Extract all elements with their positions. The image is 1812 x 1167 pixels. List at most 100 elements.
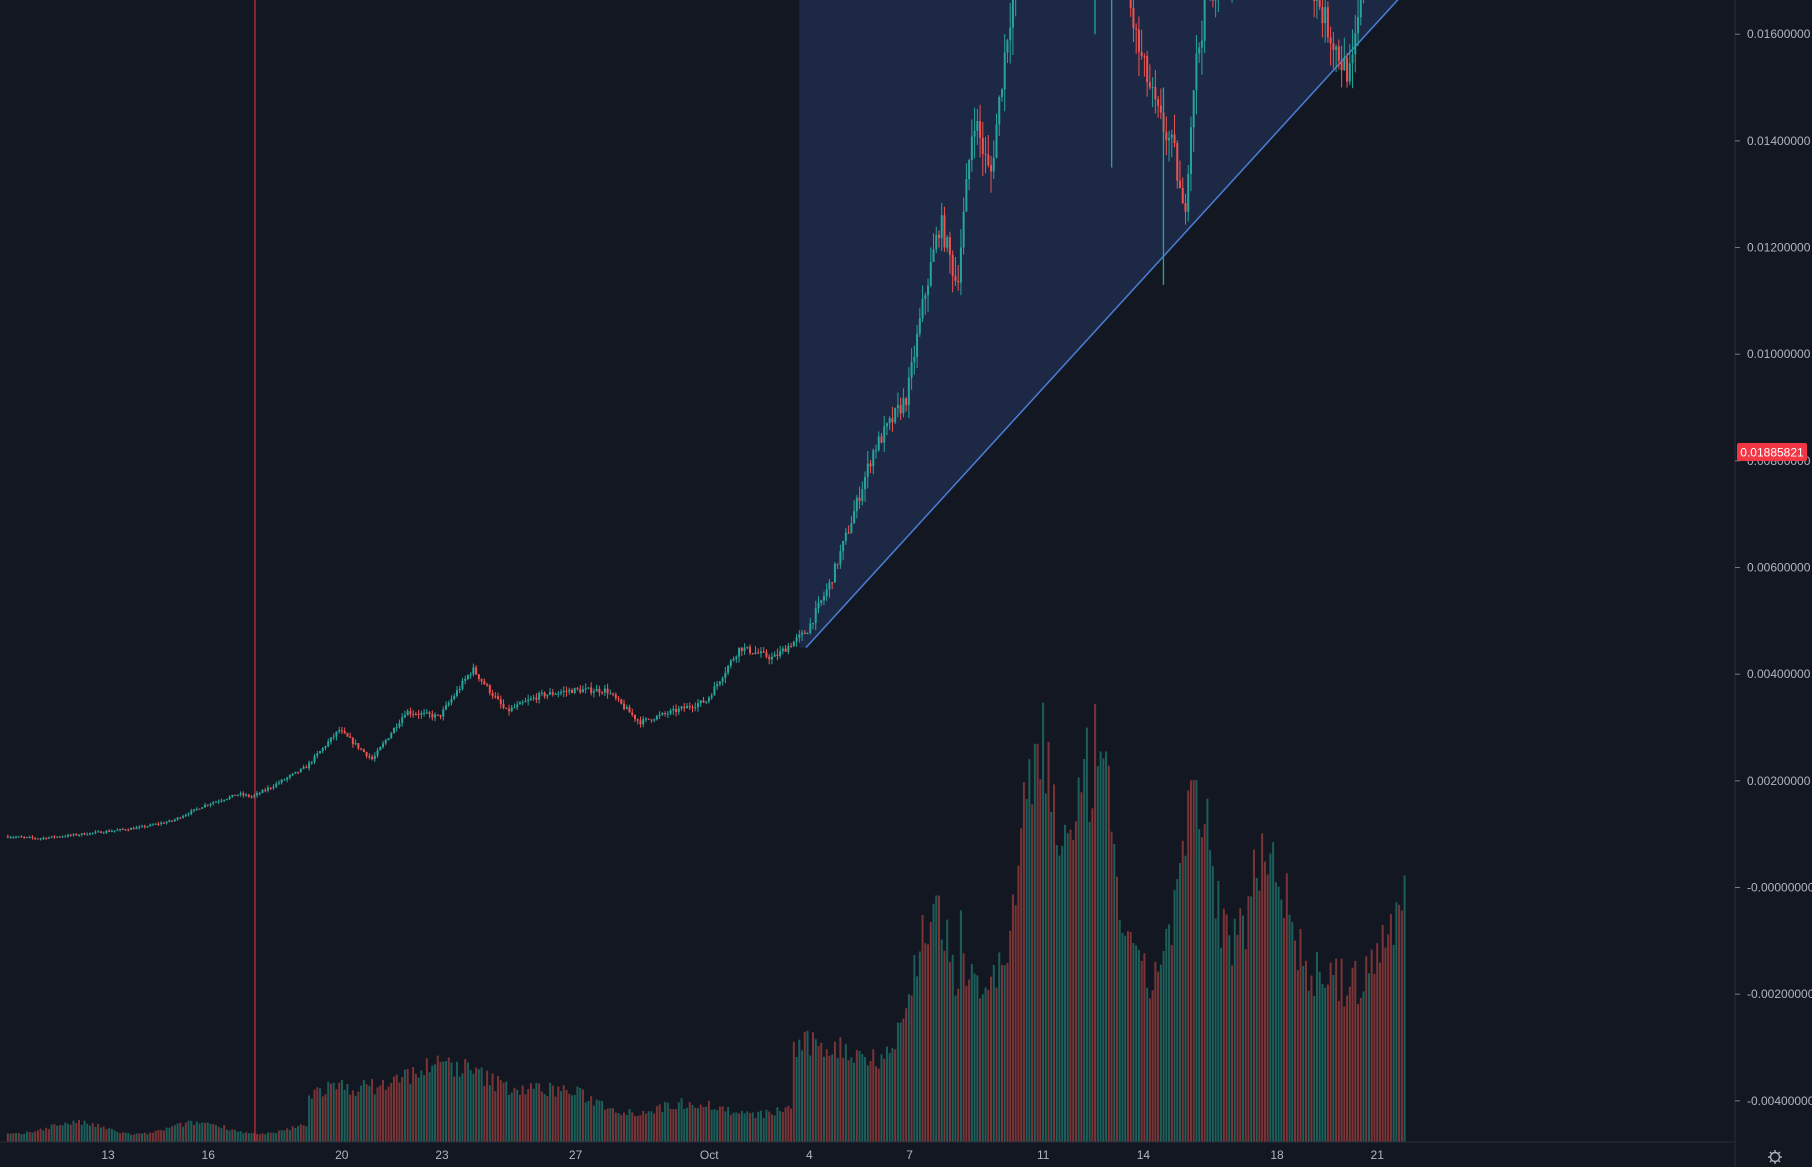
candle-body <box>839 551 842 565</box>
volume-bar <box>250 1133 253 1142</box>
candle-body <box>486 684 489 686</box>
candle-body <box>576 688 579 690</box>
volume-bar <box>1107 765 1110 1142</box>
volume-bar <box>850 1057 853 1142</box>
candle-body <box>450 699 453 703</box>
candle-body <box>387 738 390 741</box>
candle-body <box>193 809 196 811</box>
candle-body <box>258 792 261 794</box>
volume-bar <box>1340 958 1343 1142</box>
candle-body <box>899 405 902 414</box>
candle-body <box>1315 0 1318 2</box>
volume-bar <box>762 1118 765 1142</box>
volume-bar <box>453 1076 456 1142</box>
price-axis-panel[interactable] <box>1735 0 1812 1167</box>
triangle-fill <box>799 0 1398 648</box>
triangle-annotation[interactable] <box>799 0 1544 649</box>
candle-body <box>1165 131 1168 141</box>
support-line[interactable] <box>805 0 1544 649</box>
volume-bar <box>72 1120 75 1142</box>
candle-body <box>382 743 385 748</box>
volume-bar <box>549 1082 552 1142</box>
volume-bar <box>351 1090 354 1142</box>
candle-body <box>1187 174 1190 212</box>
candle-body <box>877 436 880 451</box>
volume-bar <box>833 1041 836 1142</box>
volume-bar <box>340 1079 343 1142</box>
volume-bar <box>844 1044 847 1142</box>
volume-bar <box>234 1129 237 1142</box>
volume-bar <box>505 1081 508 1142</box>
volume-bar <box>1053 784 1056 1142</box>
volume-bar <box>141 1133 144 1142</box>
candle-body <box>727 665 730 673</box>
volume-bar <box>1291 922 1294 1142</box>
candle-body <box>825 589 828 597</box>
candle-body <box>1335 46 1338 50</box>
candle-body <box>256 793 259 796</box>
volume-bar <box>1000 964 1003 1142</box>
volume-bar <box>1261 833 1264 1142</box>
candle-body <box>636 719 639 721</box>
volume-bar <box>56 1125 59 1142</box>
volume-bar <box>570 1095 573 1142</box>
candle-body <box>836 563 839 565</box>
volume-bar <box>1069 829 1072 1142</box>
volume-bar <box>42 1130 45 1142</box>
volume-bar <box>261 1133 264 1142</box>
volume-bar <box>614 1112 617 1142</box>
volume-bar <box>924 943 927 1142</box>
candle-body <box>1337 46 1340 62</box>
volume-bar <box>1083 758 1086 1142</box>
volume-bar <box>206 1122 209 1142</box>
volume-bar <box>970 963 973 1142</box>
candle-body <box>201 807 204 809</box>
candle-body <box>1132 7 1135 29</box>
volume-bar <box>182 1126 185 1142</box>
candle-body <box>762 651 765 653</box>
time-axis: 13 16 20 23 27 Oct 4 7 11 14 18 21 <box>101 1148 1384 1162</box>
volume-bar <box>91 1123 94 1142</box>
volume-bar <box>184 1122 187 1142</box>
volume-bar <box>1140 960 1143 1142</box>
volume-bar <box>1272 842 1275 1142</box>
volume-bar <box>31 1132 34 1142</box>
volume-bar <box>61 1125 64 1142</box>
candle-body <box>524 701 527 703</box>
volume-bar <box>962 953 965 1142</box>
volume-bar <box>935 895 938 1142</box>
candle-body <box>905 398 908 406</box>
volume-bar <box>527 1089 530 1142</box>
volume-bar <box>943 950 946 1142</box>
volume-bar <box>486 1070 489 1142</box>
volume-bar <box>431 1065 434 1142</box>
volume-bar <box>757 1111 760 1142</box>
candle-body <box>743 647 746 652</box>
candle-body <box>691 707 694 709</box>
candle-body <box>154 823 157 825</box>
volume-bar <box>1231 965 1234 1142</box>
volume-bar <box>913 955 916 1142</box>
volume-bar <box>1137 949 1140 1142</box>
volume-bar <box>803 1031 806 1142</box>
candle-body <box>1154 86 1157 100</box>
candle-body <box>20 836 23 838</box>
gear-icon[interactable] <box>1768 1150 1782 1164</box>
candle-body <box>806 632 809 634</box>
volume-bar <box>1170 945 1173 1142</box>
volume-bar <box>299 1124 302 1142</box>
candle-body <box>319 751 322 754</box>
candle-body <box>738 647 741 657</box>
candle-body <box>913 357 916 363</box>
volume-bar <box>1135 945 1138 1142</box>
volume-bar <box>1006 962 1009 1142</box>
candle-body <box>1129 0 1132 8</box>
candle-body <box>768 656 771 660</box>
candle-body <box>817 602 820 609</box>
volume-bar <box>1403 875 1406 1142</box>
volume-bar <box>1310 975 1313 1142</box>
candle-body <box>56 836 59 838</box>
volume-bar <box>488 1085 491 1142</box>
candle-body <box>354 743 357 745</box>
